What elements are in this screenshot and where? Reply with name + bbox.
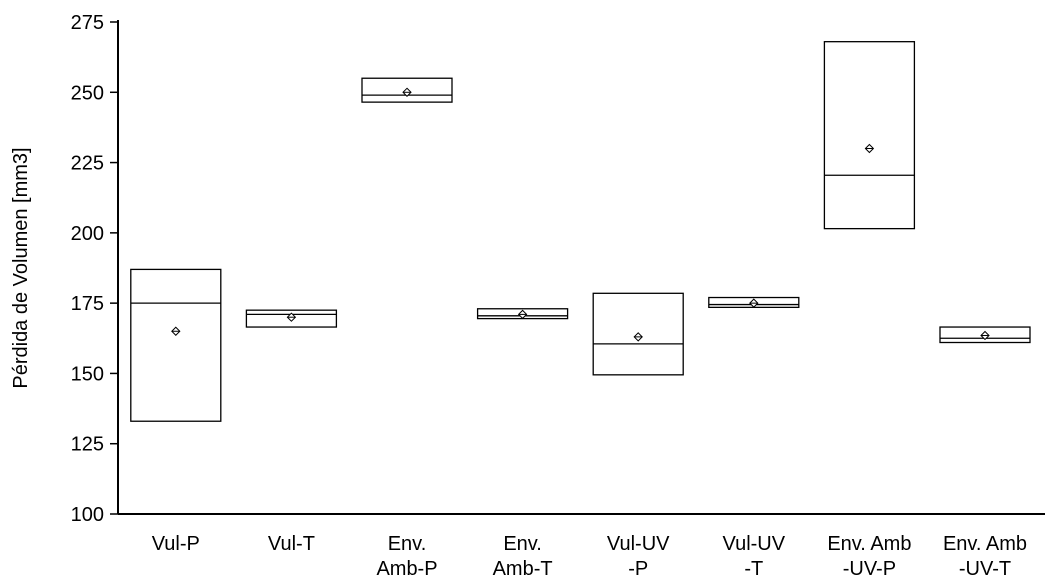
box-series-item bbox=[592, 292, 684, 376]
box-series-item bbox=[476, 308, 569, 320]
y-tick-label: 125 bbox=[71, 434, 104, 456]
box-rect bbox=[939, 326, 1031, 344]
x-category-label: Env. Amb-T bbox=[493, 533, 553, 580]
y-tick-label: 200 bbox=[71, 223, 104, 245]
boxes bbox=[130, 41, 1031, 422]
x-category-label: Env. Amb -UV-P bbox=[827, 533, 911, 580]
box-rect bbox=[823, 41, 916, 230]
y-tick-label: 100 bbox=[71, 504, 104, 526]
y-axis: 100 125 150 175 200 225 250 275 bbox=[71, 12, 119, 526]
box-series-item bbox=[361, 77, 453, 103]
box-rect bbox=[361, 77, 453, 103]
box-rect bbox=[592, 292, 684, 376]
box-series-item bbox=[245, 309, 338, 328]
x-category-label: Env. Amb-P bbox=[376, 533, 437, 580]
x-category-label: Vul-P bbox=[152, 533, 200, 555]
y-tick-label: 275 bbox=[71, 12, 104, 34]
box-series-item bbox=[939, 326, 1031, 344]
x-category-label: Vul-UV -T bbox=[722, 533, 785, 580]
box-series-item bbox=[823, 41, 916, 230]
box-series-item bbox=[130, 268, 222, 422]
box-rect bbox=[245, 309, 338, 328]
x-category-label: Vul-T bbox=[268, 533, 315, 555]
y-tick-label: 150 bbox=[71, 363, 104, 385]
x-axis: Vul-P Vul-T Env. Amb-P Env. Amb-T Vul-UV -P Vul-… bbox=[118, 513, 1045, 580]
x-category-label: Vul-UV -P bbox=[607, 533, 670, 580]
box-series-item bbox=[708, 296, 800, 309]
y-tick-label: 250 bbox=[71, 82, 104, 104]
y-tick-label: 225 bbox=[71, 153, 104, 175]
box-rect bbox=[130, 268, 222, 422]
x-category-label: Env. Amb -UV-T bbox=[943, 533, 1027, 580]
y-axis-title: Pérdida de Volumen [mm3] bbox=[10, 147, 32, 388]
y-tick-label: 175 bbox=[71, 293, 104, 315]
